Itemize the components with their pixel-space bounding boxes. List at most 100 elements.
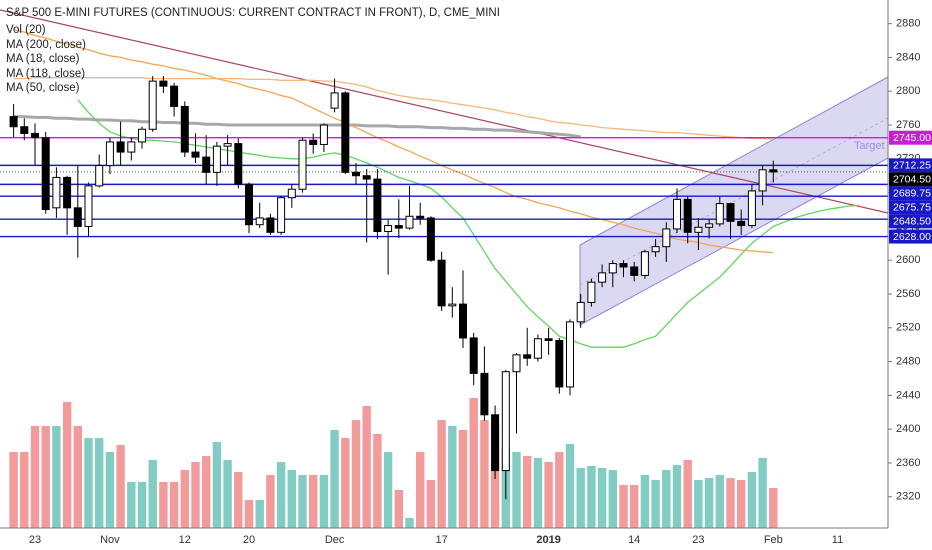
candle-body (480, 372, 489, 416)
legend-entry: MA (50, close) (6, 82, 80, 94)
x-tick-label: 20 (243, 534, 255, 546)
price-label-box (889, 214, 932, 229)
price-levels (0, 137, 888, 238)
candle-body (416, 215, 425, 219)
legend: S&P 500 E-MINI FUTURES (CONTINUOUS: CURR… (6, 7, 500, 94)
ma-line (13, 115, 581, 139)
volume-bar (276, 462, 286, 528)
candle-body (587, 281, 596, 303)
volume-bar (533, 458, 543, 528)
volume-bar (287, 470, 296, 528)
volume-bar (704, 478, 714, 528)
candle-body (662, 228, 671, 248)
volume-bar (448, 426, 457, 528)
volume-bar (769, 488, 778, 528)
candle-body (362, 175, 371, 180)
volume-bar (202, 456, 211, 528)
chart-title: S&P 500 E-MINI FUTURES (CONTINUOUS: CURR… (6, 7, 500, 19)
volume-bar (662, 470, 671, 528)
candle-body (758, 169, 767, 192)
volume-bar (159, 482, 168, 528)
volume-bar (137, 482, 147, 528)
volume-bar (148, 460, 157, 528)
candle-body (769, 169, 778, 173)
moving-averages (13, 28, 859, 348)
x-tick-label: 17 (435, 534, 447, 546)
volume-bar (255, 500, 264, 528)
candle-body (277, 197, 286, 233)
legend-entry: MA (200, close) (6, 39, 86, 51)
x-tick-label: 14 (628, 534, 640, 546)
volume-bar (180, 470, 189, 528)
volume-bar (73, 426, 82, 528)
volume-bar (212, 442, 222, 528)
legend-entry: Vol (20) (6, 24, 46, 36)
candle-body (352, 171, 360, 177)
volume-bar (394, 490, 403, 528)
volume-bar (469, 398, 478, 528)
volume-bar (480, 420, 489, 528)
price-label-box (889, 186, 932, 201)
price-label-box (889, 130, 932, 145)
y-tick-label: 2480 (896, 355, 920, 367)
price-label-box (889, 229, 932, 244)
volume-bar (383, 452, 393, 528)
candle-body (694, 226, 703, 233)
candle-body (138, 128, 146, 143)
volume-bar (758, 458, 767, 528)
volume-bar (597, 468, 607, 528)
volume-bar (373, 434, 382, 528)
volume-bar (565, 444, 575, 528)
channel-midline (579, 117, 888, 286)
volume-bar (587, 466, 596, 528)
candle-body (469, 337, 478, 374)
candle-body (202, 156, 211, 173)
candle-body (598, 272, 607, 283)
candle-body (309, 139, 318, 145)
volume-bar (458, 430, 468, 528)
x-tick-label: 23 (692, 534, 704, 546)
candle-body (41, 137, 50, 211)
candle-body (384, 225, 393, 232)
candle-body (148, 80, 157, 130)
volume-bar (62, 402, 72, 528)
candle-body (105, 141, 114, 167)
legend-entry: MA (18, close) (6, 53, 80, 65)
volume-bar (9, 452, 18, 528)
candle-body (566, 321, 574, 388)
candle-body (747, 190, 756, 227)
volume-bar (630, 485, 639, 528)
x-tick-label: 23 (29, 534, 41, 546)
volume-bar (20, 452, 29, 528)
volume-bar (298, 475, 307, 528)
candle-body (533, 338, 542, 359)
volume-bar (619, 485, 628, 528)
trend-line (0, 9, 888, 214)
volume-bar (362, 406, 371, 528)
volume-bar (715, 475, 724, 528)
candle-body (191, 151, 200, 158)
volume-bar (747, 472, 757, 528)
candle-body (319, 124, 328, 145)
volume-bar (555, 452, 564, 528)
volume-bar (234, 472, 243, 528)
candle-body (212, 145, 221, 173)
x-tick-label: 2019 (536, 534, 560, 546)
legend-entry: MA (118, close) (6, 68, 85, 80)
candle-body (255, 217, 264, 226)
candle-body (127, 141, 136, 153)
volume-bar (694, 480, 703, 528)
plot-area (0, 9, 888, 528)
ma-line (77, 99, 859, 348)
volume-bar (84, 438, 93, 528)
volume-bar (116, 445, 125, 528)
candle-body (437, 259, 446, 307)
candle-body (737, 220, 746, 227)
candle-body (715, 203, 724, 225)
volume-bar (309, 475, 318, 528)
y-tick-label: 2560 (896, 288, 920, 300)
candle-body (683, 198, 692, 233)
price-label: 2689.75 (893, 188, 931, 200)
candle-body (330, 92, 339, 109)
